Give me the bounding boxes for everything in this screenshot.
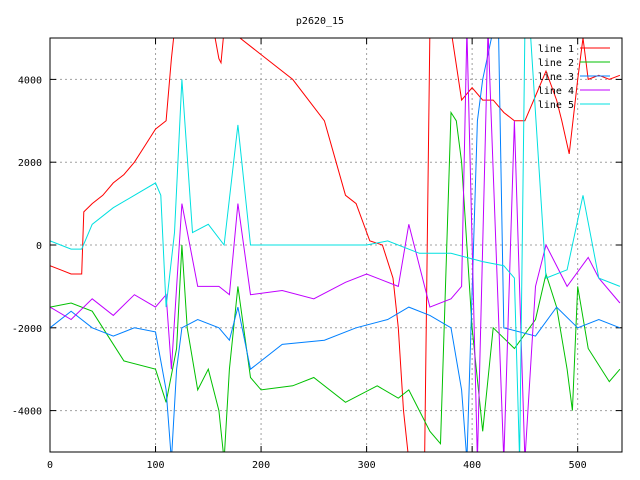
y-tick-label: -2000 — [12, 324, 42, 335]
x-tick-label: 100 — [147, 460, 165, 471]
axis-ticks: 0 100 200 300 400 500 -4000 -2000 0 2000 4000 — [12, 38, 622, 471]
y-tick-label: 0 — [36, 241, 42, 252]
legend-label: line 3 — [538, 72, 574, 83]
legend-label: line 2 — [538, 58, 574, 69]
y-tick-label: -4000 — [12, 407, 42, 418]
series-line-5 — [50, 38, 621, 452]
y-tick-label: 2000 — [18, 158, 42, 169]
legend-label: line 5 — [538, 100, 574, 111]
x-tick-label: 300 — [358, 460, 376, 471]
legend-label: line 1 — [538, 44, 574, 55]
plot-border — [49, 37, 623, 453]
series-lines — [50, 38, 621, 452]
series-line-3 — [50, 38, 621, 452]
x-tick-label: 200 — [252, 460, 270, 471]
legend: line 1 line 2 line 3 line 4 line 5 — [538, 44, 610, 111]
x-tick-label: 500 — [569, 460, 587, 471]
series-line-1 — [50, 38, 621, 452]
x-tick-label: 400 — [463, 460, 481, 471]
series-line-2 — [50, 110, 621, 452]
series-line-4 — [50, 38, 621, 452]
x-tick-label: 0 — [47, 460, 53, 471]
legend-label: line 4 — [538, 86, 574, 97]
y-tick-label: 4000 — [18, 75, 42, 86]
chart-title: p2620_15 — [296, 16, 344, 27]
